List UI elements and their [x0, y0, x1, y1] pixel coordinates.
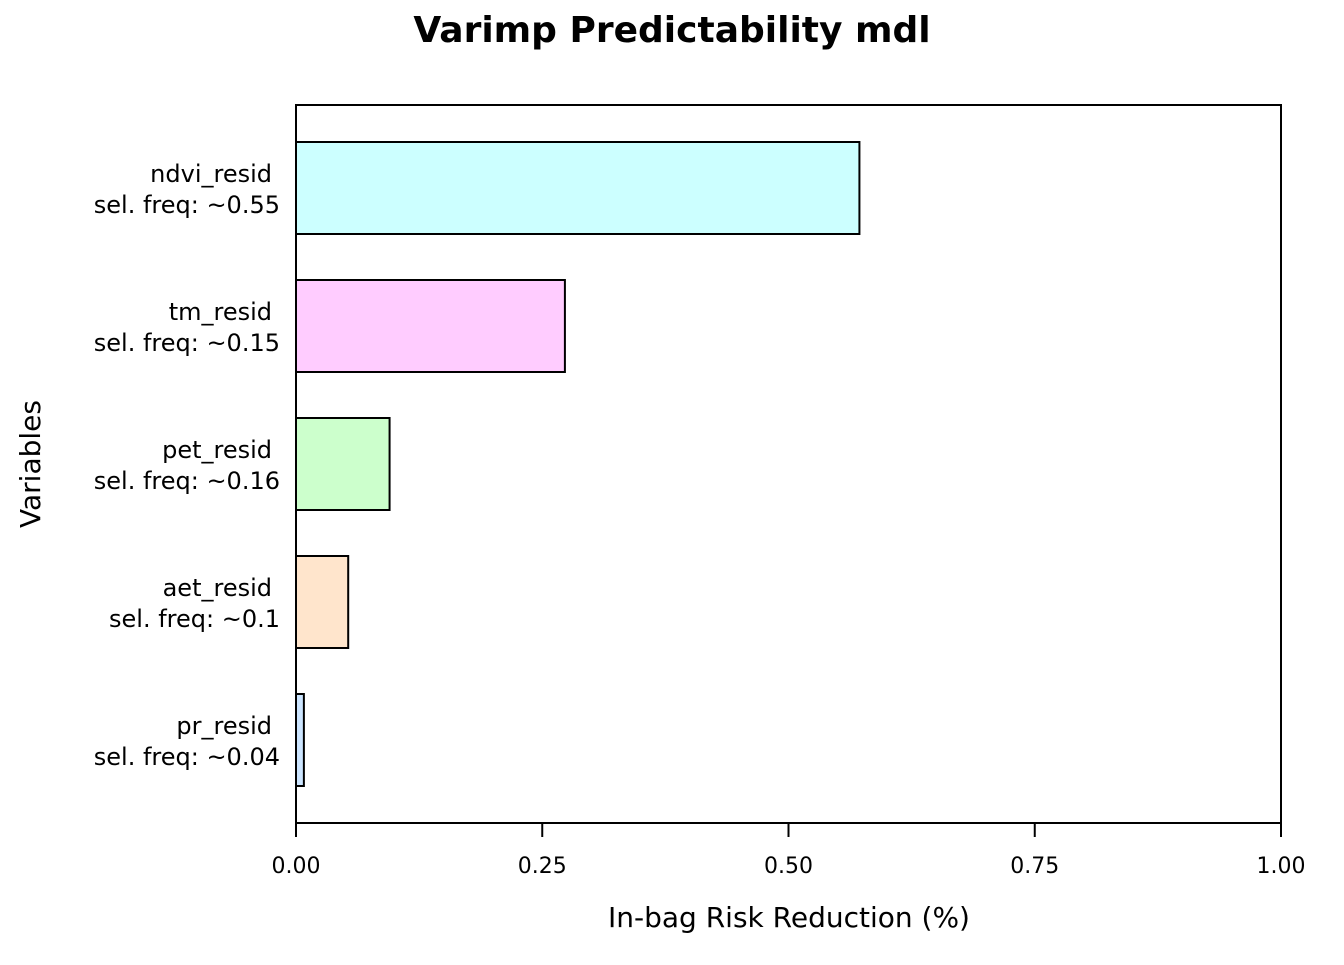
sel-freq-label-pet_resid: sel. freq: ~0.16 — [94, 467, 280, 495]
category-labels: ndvi_resid sel. freq: ~0.55 tm_resid sel. f… — [94, 160, 280, 771]
category-label-tm_resid: tm_resid — [169, 298, 272, 326]
x-axis: 0.00 0.25 0.50 0.75 1.00 — [272, 823, 1306, 879]
bar-pr_resid — [295, 693, 305, 787]
bar-ndvi_resid — [295, 141, 861, 235]
sel-freq-label-ndvi_resid: sel. freq: ~0.55 — [94, 191, 280, 219]
x-tick-label: 0.50 — [764, 854, 813, 879]
bar-aet_resid — [295, 555, 350, 649]
sel-freq-label-tm_resid: sel. freq: ~0.15 — [94, 329, 280, 357]
category-label-aet_resid: aet_resid — [163, 574, 272, 602]
y-axis-label: Variables — [14, 400, 47, 528]
sel-freq-label-aet_resid: sel. freq: ~0.1 — [109, 605, 280, 633]
category-label-pet_resid: pet_resid — [162, 436, 272, 464]
category-label-pr_resid: pr_resid — [176, 712, 272, 740]
bar-pet_resid — [295, 417, 391, 511]
x-tick-label: 1.00 — [1257, 854, 1306, 879]
chart-title: Varimp Predictability mdl — [413, 10, 930, 51]
x-axis-label: In-bag Risk Reduction (%) — [608, 901, 970, 934]
x-tick-label: 0.00 — [272, 854, 321, 879]
bars-layer — [295, 141, 861, 787]
sel-freq-label-pr_resid: sel. freq: ~0.04 — [94, 743, 280, 771]
category-label-ndvi_resid: ndvi_resid — [150, 160, 272, 188]
x-tick-label: 0.75 — [1010, 854, 1059, 879]
x-tick-label: 0.25 — [518, 854, 567, 879]
bar-tm_resid — [295, 279, 566, 373]
